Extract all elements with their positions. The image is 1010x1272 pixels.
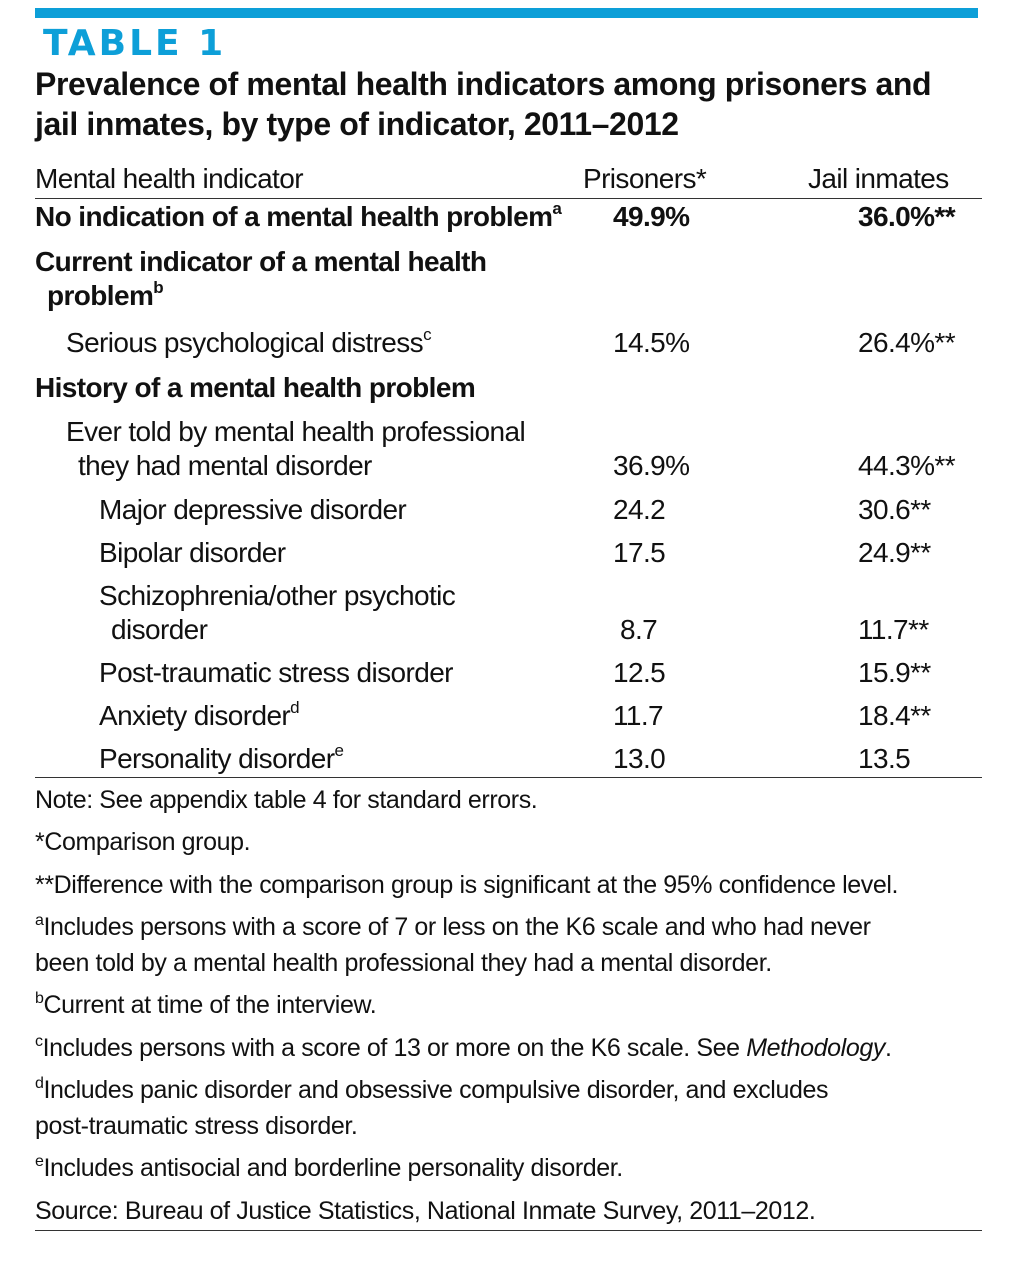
prisoners-value: 49.9% xyxy=(613,201,690,232)
title-line-1: Prevalence of mental health indicators a… xyxy=(35,66,932,102)
footnote-d: dIncludes panic disorder and obsessive c… xyxy=(35,1075,829,1105)
prisoners-value: 17.5 xyxy=(613,537,666,568)
jail-value: 30.6** xyxy=(858,494,931,525)
prisoners-value: 13.0 xyxy=(613,743,666,774)
jail-value: 13.5 xyxy=(858,743,911,774)
row-label: History of a mental health problem xyxy=(35,372,476,403)
footnote-marker: e xyxy=(35,1153,44,1170)
note-line: **Difference with the comparison group i… xyxy=(35,871,899,899)
row-label: Bipolar disorder xyxy=(99,537,286,568)
row-label: Anxiety disorderd xyxy=(99,698,300,731)
column-header-row: Mental health indicator Prisoners* Jail … xyxy=(35,160,982,199)
row-label: Serious psychological distressc xyxy=(66,325,432,358)
prisoners-value: 36.9% xyxy=(613,450,690,481)
table-label: TABLE 1 xyxy=(43,23,227,64)
prisoners-value: 12.5 xyxy=(613,657,666,688)
footnote-c: cIncludes persons with a score of 13 or … xyxy=(35,1033,892,1063)
footnote-marker: b xyxy=(153,278,164,297)
jail-value: 18.4** xyxy=(858,700,931,731)
footnote-marker: e xyxy=(334,741,344,760)
row-label: Post-traumatic stress disorder xyxy=(99,657,453,688)
footnote-a: aIncludes persons with a score of 7 or l… xyxy=(35,912,871,942)
note-line: Note: See appendix table 4 for standard … xyxy=(35,786,538,814)
row-label: Major depressive disorder xyxy=(99,494,407,525)
row-label: Ever told by mental health professional t… xyxy=(66,416,526,481)
jail-value: 11.7** xyxy=(858,614,929,645)
column-header-prisoners: Prisoners* xyxy=(583,163,707,194)
footnote-e: eIncludes antisocial and borderline pers… xyxy=(35,1153,623,1183)
jail-value: 15.9** xyxy=(858,657,931,688)
row-label: Schizophrenia/other psychotic disorder xyxy=(99,580,456,645)
prisoners-value: 8.7 xyxy=(620,614,658,645)
prisoners-value: 11.7 xyxy=(613,700,664,731)
row-label: No indication of a mental health problem… xyxy=(35,199,562,232)
table-title: Prevalence of mental health indicators a… xyxy=(35,64,975,144)
footnote-a-continued: been told by a mental health professiona… xyxy=(35,949,772,977)
jail-value: 26.4%** xyxy=(858,327,956,358)
note-line: *Comparison group. xyxy=(35,828,251,856)
accent-bar xyxy=(35,8,978,18)
column-header-indicator: Mental health indicator xyxy=(35,163,304,194)
column-header-jail-inmates: Jail inmates xyxy=(808,163,949,194)
footnote-marker: a xyxy=(35,912,44,929)
footnote-d-continued: post-traumatic stress disorder. xyxy=(35,1112,358,1140)
jail-value: 44.3%** xyxy=(858,450,956,481)
footnote-marker: b xyxy=(35,990,44,1007)
footnote-marker: c xyxy=(423,325,431,344)
jail-value: 36.0%** xyxy=(858,201,956,232)
row-label: Personality disordere xyxy=(99,741,344,774)
footnote-b: bCurrent at time of the interview. xyxy=(35,990,377,1020)
table-body: No indication of a mental health problem… xyxy=(35,200,982,778)
title-line-2: jail inmates, by type of indicator, 2011… xyxy=(35,106,679,142)
row-label: Current indicator of a mental health prob… xyxy=(35,246,487,311)
jail-value: 24.9** xyxy=(858,537,931,568)
footnote-marker: d xyxy=(35,1075,44,1092)
prisoners-value: 14.5% xyxy=(613,327,690,358)
footnote-marker: c xyxy=(35,1033,43,1050)
footnote-marker: a xyxy=(552,199,562,218)
footnote-marker: d xyxy=(290,698,300,717)
table-notes: Note: See appendix table 4 for standard … xyxy=(35,780,982,1231)
source-line: Source: Bureau of Justice Statistics, Na… xyxy=(35,1197,816,1225)
prisoners-value: 24.2 xyxy=(613,494,666,525)
